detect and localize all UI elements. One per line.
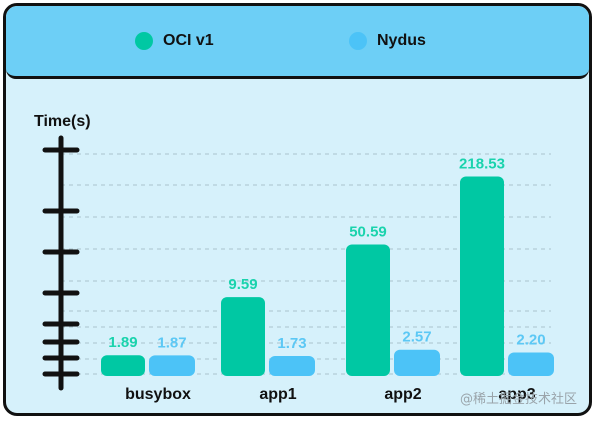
data-label-app2-oci: 50.59 xyxy=(349,223,387,240)
data-label-busybox-oci: 1.89 xyxy=(108,334,137,351)
category-label-app2: app2 xyxy=(384,386,421,403)
bar-app1-oci xyxy=(221,297,265,376)
category-label-app3: app3 xyxy=(498,386,535,403)
data-label-app3-oci: 218.53 xyxy=(459,156,505,173)
data-label-app1-nydus: 1.73 xyxy=(277,335,306,352)
bar-app2-oci xyxy=(346,244,390,376)
legend-swatch-nydus xyxy=(349,32,367,50)
data-label-app3-nydus: 2.20 xyxy=(516,332,545,349)
bar-busybox-nydus xyxy=(149,355,195,376)
category-label-busybox: busybox xyxy=(125,386,191,403)
bar-app3-oci xyxy=(460,176,504,376)
bar-app3-nydus xyxy=(508,352,554,376)
chart-card: OCI v1 Nydus Time(s) 1.89 1.87 busybox 9.59 1… xyxy=(3,3,592,416)
bar-app1-nydus xyxy=(269,356,315,376)
bar-chart: Time(s) 1.89 1.87 busybox 9.59 1.73 app1 50.59 2… xyxy=(34,113,554,403)
legend-item-nydus: Nydus xyxy=(349,32,426,50)
legend: OCI v1 Nydus xyxy=(6,6,589,79)
legend-item-oci: OCI v1 xyxy=(135,32,214,50)
bar-busybox-oci xyxy=(101,355,145,376)
bar-app2-nydus xyxy=(394,349,440,376)
data-label-busybox-nydus: 1.87 xyxy=(157,334,186,351)
watermark: @稀土掘金技术社区 xyxy=(459,392,577,407)
legend-label-nydus: Nydus xyxy=(377,32,426,49)
data-label-app2-nydus: 2.57 xyxy=(402,329,431,346)
y-axis-label: Time(s) xyxy=(34,113,91,130)
legend-label-oci: OCI v1 xyxy=(163,32,214,49)
legend-swatch-oci xyxy=(135,32,153,50)
data-label-app1-oci: 9.59 xyxy=(228,276,257,293)
category-label-app1: app1 xyxy=(259,386,296,403)
